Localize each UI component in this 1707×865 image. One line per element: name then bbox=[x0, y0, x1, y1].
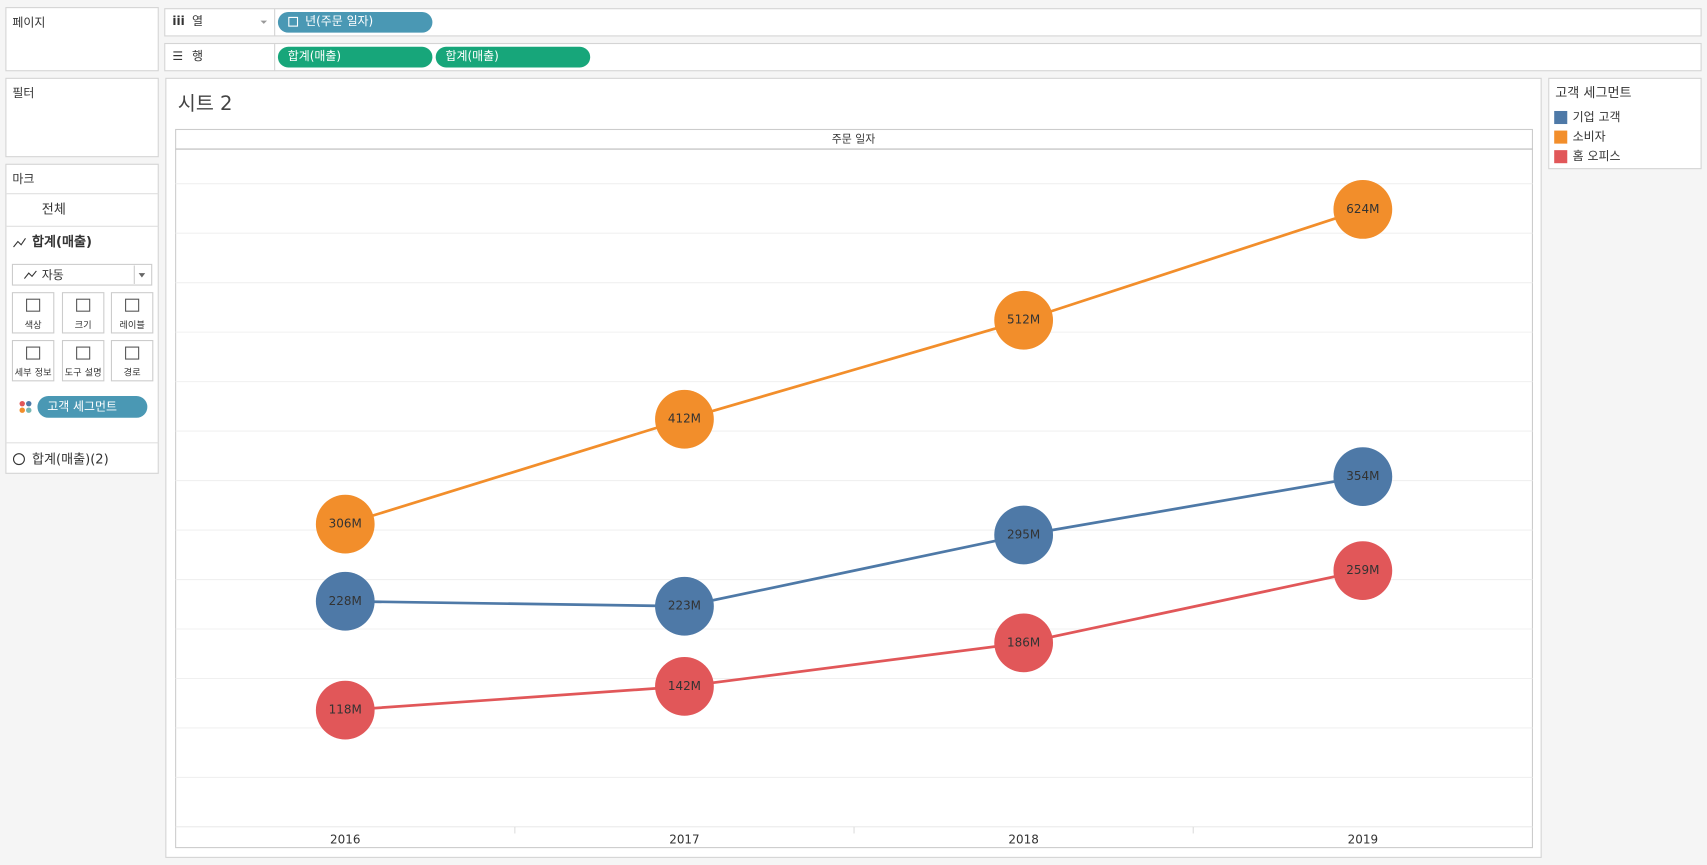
x-tick-label: 2016 bbox=[330, 832, 360, 846]
mark-button-icon bbox=[125, 346, 140, 360]
data-bubble[interactable] bbox=[994, 290, 1054, 350]
data-bubble[interactable] bbox=[994, 505, 1054, 565]
x-tick-label: 2018 bbox=[1008, 832, 1038, 846]
mark-type: 자동 bbox=[42, 268, 64, 282]
data-bubble[interactable] bbox=[1333, 180, 1393, 239]
color-icon bbox=[26, 407, 32, 413]
pages-card bbox=[5, 7, 159, 72]
data-bubble[interactable] bbox=[315, 680, 375, 740]
data-bubble[interactable] bbox=[994, 613, 1054, 673]
legend-label: 기업 고객 bbox=[1573, 110, 1621, 124]
dropdown-arrow bbox=[138, 273, 146, 278]
data-label: 142M bbox=[668, 679, 701, 693]
data-bubble[interactable] bbox=[1333, 447, 1393, 506]
marks-measure2[interactable]: 합계(매출)(2) bbox=[32, 453, 109, 468]
filters-card[interactable] bbox=[5, 77, 159, 158]
series-line bbox=[345, 569, 1364, 712]
plot: 2016 2017 2018 2019 228M 223M 295M 354M 306M 412M… bbox=[175, 180, 1533, 846]
data-label: 186M bbox=[1007, 635, 1040, 649]
mark-button-icon bbox=[125, 298, 140, 312]
data-bubble[interactable] bbox=[315, 571, 375, 631]
rows-icon: ☰ bbox=[172, 49, 183, 63]
data-label: 512M bbox=[1007, 313, 1040, 327]
mark-button-icon bbox=[26, 298, 41, 312]
column-pill-label: 년(주문 일자) bbox=[305, 14, 373, 28]
legend-label: 홈 오피스 bbox=[1573, 149, 1621, 163]
mark-button-label: 세부 정보 bbox=[15, 368, 52, 379]
mark-button[interactable] bbox=[11, 340, 55, 382]
data-bubble[interactable] bbox=[315, 494, 375, 554]
line-icon bbox=[13, 237, 26, 248]
data-label: 354M bbox=[1346, 469, 1379, 483]
marks-measure[interactable]: 합계(매출) bbox=[32, 234, 92, 250]
marks-label: 마크 bbox=[12, 172, 34, 186]
column-pill[interactable] bbox=[277, 11, 433, 33]
marks-all[interactable]: 전체 bbox=[42, 202, 66, 217]
x-header: 주문 일자 bbox=[832, 131, 875, 145]
color-icon bbox=[26, 400, 32, 407]
mark-button-icon bbox=[76, 346, 91, 360]
pages-label: 페이지 bbox=[12, 15, 45, 29]
row-pill-label: 합계(매출) bbox=[288, 49, 341, 63]
row-pill-label: 합계(매출) bbox=[445, 49, 498, 63]
sheet-title: 시트 2 bbox=[178, 92, 233, 115]
color-icon bbox=[19, 407, 25, 413]
data-label: 118M bbox=[329, 703, 362, 717]
plus-icon bbox=[288, 16, 299, 27]
mark-button-label: 크기 bbox=[75, 320, 92, 331]
mark-button-label: 경로 bbox=[124, 367, 141, 379]
mark-button-icon bbox=[76, 298, 91, 312]
mark-button[interactable] bbox=[61, 340, 105, 382]
color-pill-label: 고객 세그먼트 bbox=[47, 399, 117, 413]
columns-label: 열 bbox=[192, 14, 203, 28]
data-bubble[interactable] bbox=[655, 389, 714, 449]
data-label: 259M bbox=[1346, 563, 1379, 577]
line-icon bbox=[23, 270, 37, 279]
mark-button-label: 도구 설명 bbox=[65, 368, 102, 379]
mark-button-label: 레이블 bbox=[119, 320, 144, 331]
series-line bbox=[345, 475, 1364, 608]
plot-frame bbox=[175, 128, 1533, 849]
data-bubble[interactable] bbox=[655, 576, 714, 636]
series-line bbox=[344, 208, 1364, 526]
legend-label: 소비자 bbox=[1573, 130, 1606, 144]
filters-label: 필터 bbox=[12, 86, 34, 100]
legend-card bbox=[1548, 77, 1702, 170]
color-icon bbox=[19, 400, 25, 407]
data-label: 228M bbox=[329, 594, 362, 608]
mark-button-icon bbox=[26, 346, 41, 360]
row-pill[interactable] bbox=[435, 46, 591, 68]
dropdown-arrow bbox=[260, 20, 268, 24]
row-pill[interactable] bbox=[277, 46, 433, 68]
color-pill[interactable] bbox=[37, 396, 148, 418]
rows-label: 행 bbox=[192, 48, 203, 63]
legend-swatch[interactable] bbox=[1554, 130, 1568, 144]
x-tick-label: 2019 bbox=[1348, 832, 1378, 846]
data-label: 306M bbox=[329, 517, 362, 531]
data-label: 412M bbox=[668, 412, 701, 426]
data-bubble[interactable] bbox=[1333, 541, 1393, 600]
data-label: 624M bbox=[1346, 202, 1379, 216]
circle-icon bbox=[12, 453, 25, 466]
mark-button-label: 색상 bbox=[25, 320, 42, 331]
columns-icon: iii bbox=[172, 14, 184, 28]
data-bubble[interactable] bbox=[655, 657, 714, 716]
mark-type-dropdown[interactable] bbox=[11, 263, 153, 286]
data-label: 295M bbox=[1007, 527, 1040, 541]
legend-title: 고객 세그먼트 bbox=[1555, 86, 1631, 101]
legend-swatch[interactable] bbox=[1554, 110, 1568, 125]
x-tick-label: 2017 bbox=[669, 832, 699, 846]
legend-swatch[interactable] bbox=[1554, 150, 1568, 164]
data-label: 223M bbox=[668, 599, 701, 613]
